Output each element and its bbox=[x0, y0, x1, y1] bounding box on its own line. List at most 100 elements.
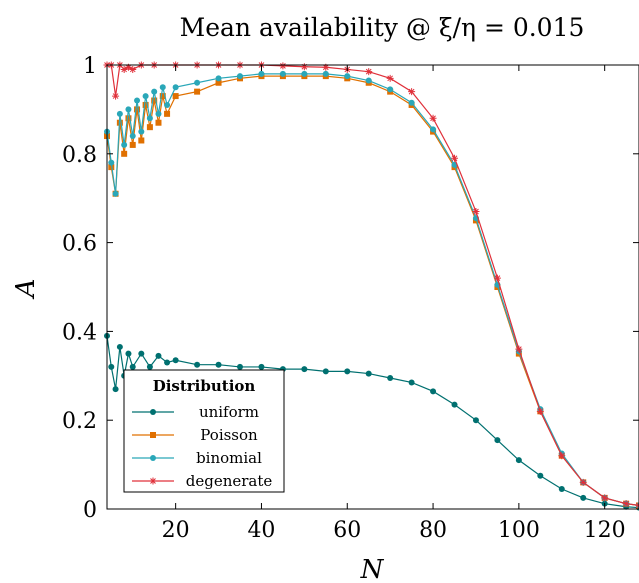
data-point-degenerate bbox=[300, 63, 308, 71]
data-point-degenerate bbox=[365, 68, 373, 76]
data-point-Poisson bbox=[159, 93, 166, 100]
series-line-binomial bbox=[106, 73, 639, 507]
data-point-degenerate bbox=[279, 62, 287, 70]
y-axis-label: A bbox=[11, 279, 41, 300]
legend-label: degenerate bbox=[186, 472, 273, 490]
data-point-binomial bbox=[142, 93, 149, 100]
data-point-Poisson bbox=[108, 164, 115, 171]
data-point-degenerate bbox=[124, 63, 132, 71]
data-point-binomial bbox=[108, 159, 115, 166]
data-point-degenerate bbox=[493, 274, 501, 282]
data-point-binomial bbox=[129, 133, 136, 140]
legend-swatch-marker bbox=[150, 409, 156, 415]
data-point-uniform bbox=[408, 379, 415, 386]
data-point-uniform bbox=[494, 437, 501, 444]
data-point-binomial bbox=[164, 101, 171, 108]
data-point-uniform bbox=[451, 401, 458, 408]
y-tick-label: 0.4 bbox=[62, 320, 97, 345]
data-point-degenerate bbox=[622, 500, 630, 508]
legend-swatch-marker bbox=[150, 432, 156, 438]
series-line-uniform bbox=[106, 335, 639, 509]
data-point-Poisson bbox=[138, 137, 145, 144]
data-point-binomial bbox=[159, 84, 166, 91]
x-tick-label: 100 bbox=[498, 518, 540, 543]
data-point-uniform bbox=[322, 368, 329, 375]
data-point-uniform bbox=[164, 359, 171, 366]
data-point-Poisson bbox=[142, 101, 149, 108]
data-point-uniform bbox=[430, 388, 437, 395]
data-point-binomial bbox=[112, 190, 119, 197]
data-point-binomial bbox=[155, 110, 162, 117]
data-point-binomial bbox=[121, 141, 128, 148]
data-point-binomial bbox=[430, 126, 437, 133]
data-point-degenerate bbox=[408, 88, 416, 96]
data-point-uniform bbox=[194, 361, 201, 368]
legend-label: binomial bbox=[196, 449, 262, 467]
data-point-uniform bbox=[387, 375, 394, 382]
legend-swatch-marker bbox=[149, 477, 157, 485]
data-point-uniform bbox=[580, 494, 587, 501]
data-point-binomial bbox=[116, 110, 123, 117]
legend-item-uniform: uniform bbox=[132, 403, 259, 421]
data-point-binomial bbox=[408, 99, 415, 106]
data-point-binomial bbox=[172, 84, 179, 91]
data-point-uniform bbox=[215, 361, 222, 368]
y-tick-label: 0.8 bbox=[62, 143, 97, 168]
data-point-degenerate bbox=[515, 345, 523, 353]
axes: 20 40 60 80 100 120 0 0.2 0.4 0.6 0.8 1 bbox=[62, 54, 639, 543]
chart-title: Mean availability @ ξ/η = 0.015 bbox=[180, 13, 585, 42]
data-point-Poisson bbox=[164, 110, 171, 117]
data-point-degenerate bbox=[558, 452, 566, 460]
data-point-binomial bbox=[301, 70, 308, 77]
data-point-binomial bbox=[322, 70, 329, 77]
x-tick-label: 20 bbox=[162, 518, 190, 543]
data-point-Poisson bbox=[121, 150, 128, 157]
data-point-uniform bbox=[108, 363, 115, 370]
data-point-degenerate bbox=[120, 65, 128, 73]
x-tick-label: 80 bbox=[419, 518, 447, 543]
data-point-degenerate bbox=[536, 407, 544, 415]
data-point-binomial bbox=[279, 70, 286, 77]
data-point-degenerate bbox=[472, 208, 480, 216]
legend-item-binomial: binomial bbox=[132, 449, 262, 467]
data-point-Poisson bbox=[215, 79, 222, 86]
data-point-degenerate bbox=[601, 494, 609, 502]
legend-label: Poisson bbox=[200, 426, 258, 444]
y-tick-label: 1 bbox=[83, 54, 97, 79]
data-point-degenerate bbox=[129, 65, 137, 73]
data-point-Poisson bbox=[134, 106, 141, 113]
data-point-Poisson bbox=[151, 97, 158, 104]
x-tick-label: 40 bbox=[247, 518, 275, 543]
data-point-uniform bbox=[146, 363, 153, 370]
x-tick-label: 60 bbox=[333, 518, 361, 543]
data-point-binomial bbox=[365, 77, 372, 84]
series-line-Poisson bbox=[106, 75, 639, 507]
legend-item-degenerate: degenerate bbox=[132, 472, 272, 490]
data-point-uniform bbox=[558, 486, 565, 493]
legend-swatch-marker bbox=[150, 455, 156, 461]
legend-item-Poisson: Poisson bbox=[132, 426, 258, 444]
data-point-degenerate bbox=[112, 92, 120, 100]
legend-title: Distribution bbox=[153, 377, 256, 395]
data-point-uniform bbox=[129, 363, 136, 370]
data-point-uniform bbox=[125, 350, 132, 357]
x-axis-label: N bbox=[360, 555, 385, 583]
data-point-binomial bbox=[125, 106, 132, 113]
data-point-binomial bbox=[258, 70, 265, 77]
data-point-uniform bbox=[365, 370, 372, 377]
y-tick-label: 0.6 bbox=[62, 232, 97, 257]
data-point-Poisson bbox=[172, 93, 179, 100]
data-point-uniform bbox=[472, 417, 479, 424]
data-point-binomial bbox=[151, 88, 158, 95]
data-point-degenerate bbox=[579, 478, 587, 486]
data-point-uniform bbox=[515, 457, 522, 464]
data-point-binomial bbox=[237, 73, 243, 80]
data-point-uniform bbox=[138, 350, 145, 357]
data-point-degenerate bbox=[322, 63, 330, 71]
data-point-Poisson bbox=[155, 119, 162, 126]
legend: Distribution uniform Poisson binomial degene… bbox=[123, 369, 285, 493]
data-point-uniform bbox=[155, 352, 162, 359]
data-point-degenerate bbox=[386, 74, 394, 82]
data-point-uniform bbox=[237, 363, 243, 370]
data-point-binomial bbox=[387, 86, 394, 93]
